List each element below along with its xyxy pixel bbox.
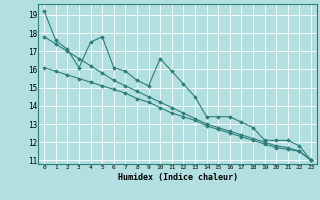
X-axis label: Humidex (Indice chaleur): Humidex (Indice chaleur) bbox=[118, 173, 238, 182]
